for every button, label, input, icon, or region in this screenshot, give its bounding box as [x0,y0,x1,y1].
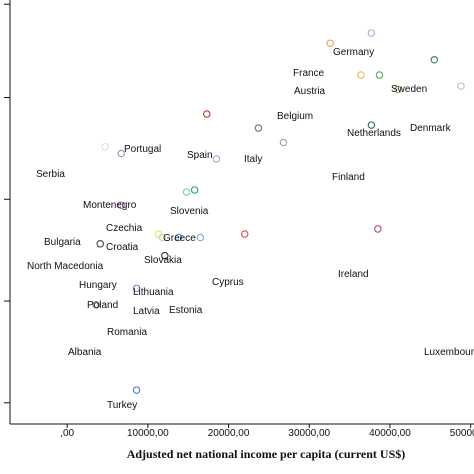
point-label: Spain [187,150,213,161]
data-point [430,56,439,64]
point-label: Bulgaria [44,237,81,248]
point-label: Germany [333,47,374,58]
point-label: Ireland [338,269,369,280]
data-point [357,71,365,79]
point-label: Belgium [277,111,313,122]
point-label: Albania [68,347,102,358]
point-label: France [293,68,325,79]
point-label: Portugal [124,144,161,155]
point-label: Finland [332,172,365,183]
point-label: Luxembourg [424,347,474,358]
data-point [132,284,141,293]
x-tick-label: 10000,00 [127,428,169,439]
data-point [279,138,288,147]
data-point [203,110,211,118]
data-point [132,386,141,394]
point-label: Sweden [391,84,427,95]
point-label: Hungary [79,280,117,291]
data-point [101,142,109,151]
x-tick-label: 20000,00 [208,428,250,439]
data-point [367,29,376,37]
point-label: Turkey [107,400,137,411]
point-label: Poland [87,300,118,311]
data-point [254,124,263,132]
data-point [326,39,334,47]
point-label: Croatia [106,242,139,253]
point-label: Austria [294,86,326,97]
data-point [96,240,105,248]
data-point [161,251,169,260]
point-label: Denmark [410,123,452,134]
point-label: Slovenia [170,206,209,217]
point-label: Lithuania [133,287,174,298]
y-axis-ticks [4,3,10,404]
point-label: Serbia [36,169,65,180]
data-point [117,149,125,158]
point-label: Latvia [133,306,160,317]
point-label: Cyprus [212,277,244,288]
data-point [374,225,382,233]
data-point [190,186,199,194]
point-label: Romania [107,327,147,338]
data-point [394,85,402,94]
data-point [182,188,191,196]
point-label: Greece [163,233,196,244]
data-point [367,121,376,129]
axes [9,0,474,425]
x-axis-ticks: ,00 10000,00 20000,00 30000,00 40000,00 50000… [60,424,474,439]
data-point [174,233,183,242]
point-label: Estonia [169,305,203,316]
point-label: Czechia [106,223,143,234]
x-tick-label: 50000,00 [450,428,474,439]
point-label: Slovakia [144,255,182,266]
data-point [212,155,221,163]
data-point [158,233,167,242]
data-point [196,233,205,242]
data-point [240,230,249,238]
data-point [457,82,465,90]
point-label: Netherlands [347,128,401,139]
point-label: North Macedonia [27,261,104,272]
x-axis-label: Adjusted net national income per capita … [127,447,406,461]
data-point [154,230,163,238]
data-point [92,301,100,309]
x-tick-label: 40000,00 [369,428,411,439]
x-tick-label: ,00 [60,428,74,439]
data-point [117,201,125,209]
x-tick-label: 30000,00 [288,428,330,439]
point-labels: Germany France Sweden Austria Belgium Netherl… [27,47,474,411]
point-label: Montenegro [83,200,137,211]
point-label: Italy [244,154,262,165]
data-points [92,29,465,394]
data-point [375,71,384,79]
